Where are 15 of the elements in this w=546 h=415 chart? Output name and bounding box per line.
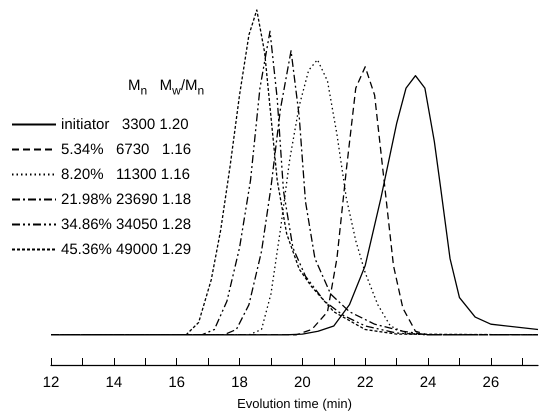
x-tick-label: 12 [42, 374, 60, 391]
legend-label: initiator 3300 1.20 [61, 116, 189, 133]
x-tick-label: 22 [356, 374, 374, 391]
x-tick-label: 20 [294, 374, 311, 391]
x-tick-label: 18 [231, 374, 248, 391]
x-axis-title: Evolution time (min) [237, 396, 352, 411]
legend-label: 8.20% 11300 1.16 [61, 166, 190, 183]
x-tick-label: 26 [482, 374, 500, 391]
legend-label: 21.98% 23690 1.18 [61, 191, 192, 208]
legend-label: 45.36% 49000 1.29 [61, 241, 192, 258]
x-tick-label: 14 [105, 374, 122, 391]
x-tick-label: 16 [168, 374, 186, 391]
legend-label: 5.34% 6730 1.16 [61, 141, 192, 158]
legend-label: 34.86% 34050 1.28 [61, 216, 192, 233]
x-tick-label: 24 [420, 374, 436, 391]
